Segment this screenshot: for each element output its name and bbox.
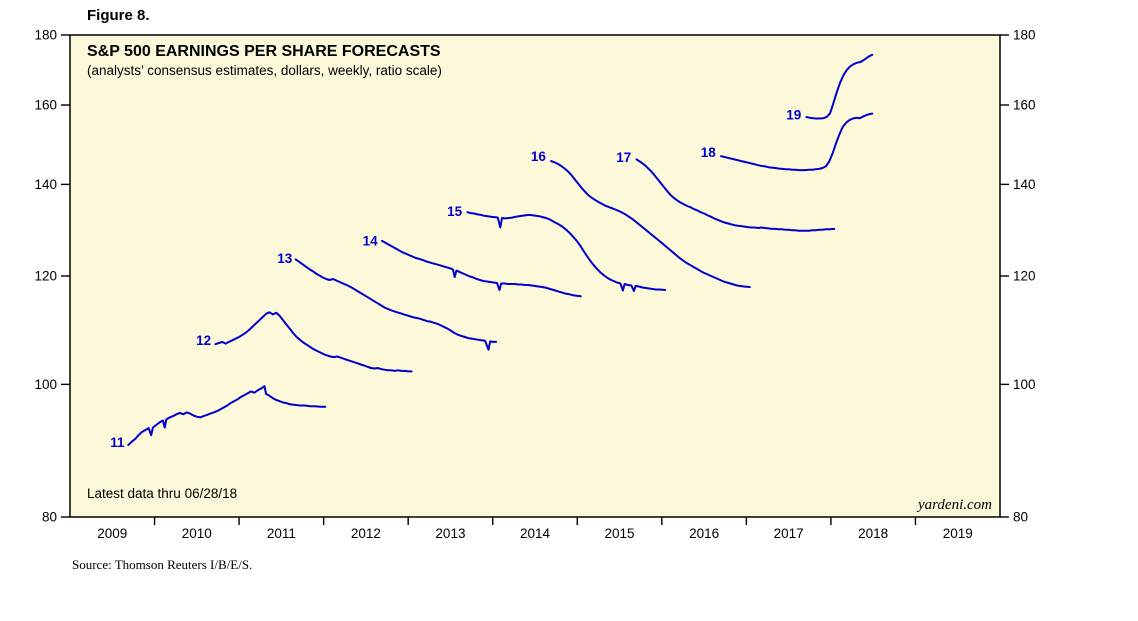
series-label-16: 16 — [531, 149, 547, 164]
x-axis-label: 2013 — [435, 526, 465, 541]
axis-labels: 80 80 100 100 120 120 140 140 160 160 180 180 2009 20… — [34, 28, 1035, 542]
series-line-17 — [635, 158, 836, 232]
y-axis-label-right: 100 — [1013, 377, 1036, 392]
x-axis-label: 2010 — [182, 526, 212, 541]
y-axis-label-right: 80 — [1013, 510, 1028, 525]
series-line-16 — [550, 160, 751, 288]
x-axis-label: 2011 — [267, 526, 296, 541]
y-axis-label-left: 160 — [34, 98, 57, 113]
series-line-11 — [127, 385, 327, 446]
x-axis-label: 2019 — [943, 526, 973, 541]
y-axis-label-right: 180 — [1013, 28, 1036, 43]
series-line-12 — [214, 311, 413, 373]
watermark: yardeni.com — [916, 497, 992, 513]
x-axis-label: 2018 — [858, 526, 888, 541]
axis-ticks — [61, 34, 1009, 525]
series-line-19 — [805, 53, 874, 120]
series-line-15 — [466, 211, 667, 292]
x-axis-label: 2016 — [689, 526, 719, 541]
chart-title: S&P 500 EARNINGS PER SHARE FORECASTS — [87, 43, 441, 60]
chart-subtitle: (analysts’ consensus estimates, dollars,… — [87, 63, 442, 78]
y-axis-label-left: 120 — [34, 269, 57, 284]
x-axis-label: 2009 — [97, 526, 127, 541]
figure-label: Figure 8. — [87, 7, 150, 24]
series-line-18 — [720, 112, 874, 172]
latest-data-note: Latest data thru 06/28/18 — [87, 486, 237, 501]
y-axis-label-right: 120 — [1013, 269, 1036, 284]
y-axis-label-right: 140 — [1013, 177, 1036, 192]
x-axis-label: 2014 — [520, 526, 551, 541]
x-axis-label: 2015 — [605, 526, 635, 541]
series-line-14 — [381, 239, 582, 298]
x-axis-label: 2017 — [774, 526, 804, 541]
series-label-18: 18 — [701, 145, 717, 160]
series-label-19: 19 — [786, 108, 801, 123]
series-label-17: 17 — [616, 150, 631, 165]
series-label-14: 14 — [363, 233, 379, 248]
y-axis-label-left: 80 — [42, 510, 57, 525]
y-axis-label-right: 160 — [1013, 98, 1036, 113]
series-lines: 11 12 13 14 15 16 17 18 19 — [110, 53, 874, 450]
series-label-11: 11 — [110, 435, 125, 450]
series-label-13: 13 — [277, 251, 293, 266]
series-line-13 — [294, 258, 498, 351]
source-note: Source: Thomson Reuters I/B/E/S. — [72, 557, 252, 572]
y-axis-label-left: 180 — [34, 28, 57, 43]
y-axis-label-left: 100 — [34, 377, 57, 392]
plot-frame — [69, 34, 1001, 518]
plot-area — [70, 35, 1000, 517]
series-label-15: 15 — [447, 204, 463, 219]
x-axis-label: 2012 — [351, 526, 381, 541]
y-axis-label-left: 140 — [34, 177, 57, 192]
series-label-12: 12 — [196, 333, 211, 348]
